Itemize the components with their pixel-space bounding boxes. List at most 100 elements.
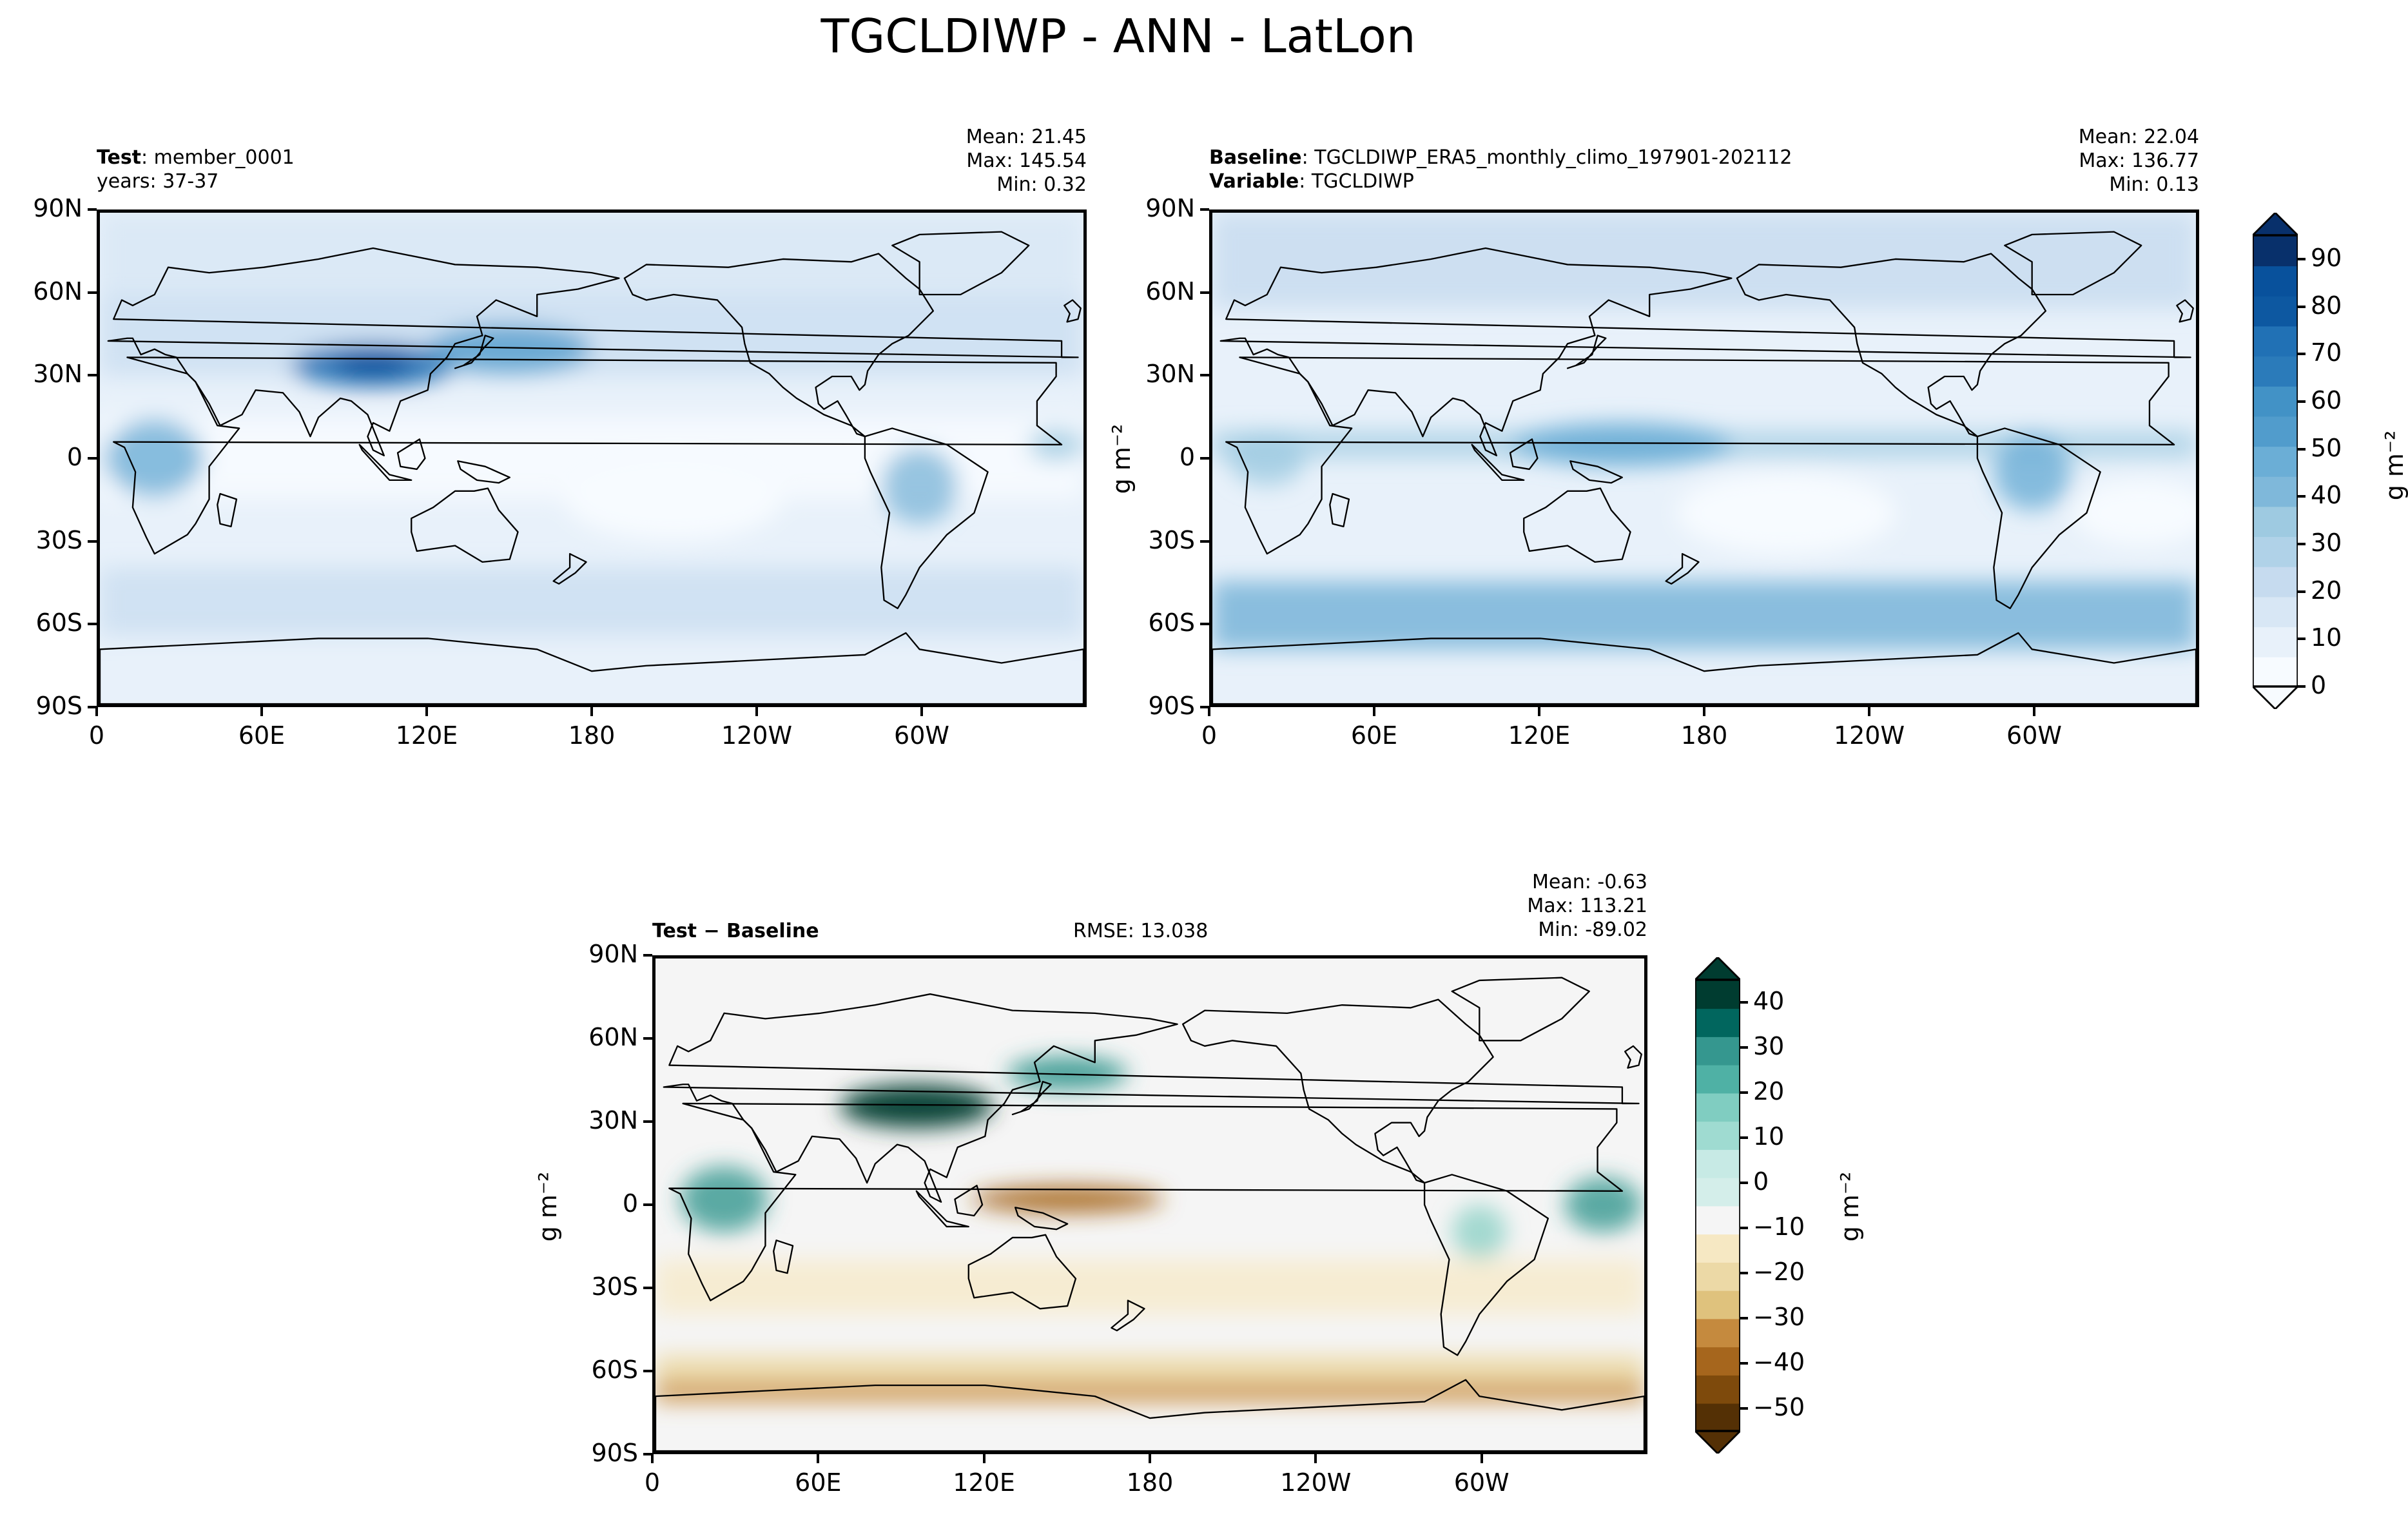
baseline-ytick-mark [1200,457,1209,460]
test-ytick-mark [88,540,97,543]
coastline-12 [1015,1207,1069,1231]
coastline-3 [1451,977,1590,1042]
diverging-colorbar-tick-label: 40 [1753,987,1785,1015]
diverging-colorbar-segment [1695,1261,1740,1291]
coastline-8 [954,1185,984,1217]
baseline-label-rest: : TGCLDIWP_ERA5_monthly_climo_197901-202… [1301,146,1792,169]
baseline-max: Max: 136.77 [2079,150,2199,172]
test-label: Test: member_0001 [97,146,295,170]
baseline-xtick-label: 180 [1680,721,1728,750]
diff-ytick-label: 0 [622,1189,638,1218]
test-xtick-mark [95,707,98,716]
test-min: Min: 0.32 [996,173,1087,196]
coastline-5 [411,487,519,563]
field-layer [100,213,1083,636]
coastline-9 [1471,443,1525,482]
sequential-colorbar-segment [2253,656,2298,688]
coastline-6 [100,632,1083,704]
diverging-colorbar-tick-label: 20 [1753,1077,1785,1105]
baseline-xtick-mark [1703,707,1705,716]
diff-xtick-label: 60W [1453,1468,1510,1497]
sequential-colorbar-tick-label: 80 [2311,291,2342,320]
diverging-colorbar-segment [1695,1205,1740,1235]
coastline-6 [1212,632,2196,704]
africa-pos [680,1166,768,1232]
baseline-xtick-label: 120W [1833,721,1905,750]
coastline-9 [915,1190,969,1228]
diverging-colorbar-segment [1695,1346,1740,1376]
diverging-colorbar-tick-label: −40 [1753,1348,1805,1376]
diverging-colorbar-tick [1740,1317,1748,1319]
test-stats: Mean: 21.45 Max: 145.54 Min: 0.32 [966,125,1087,197]
sequential-colorbar-tick [2298,257,2306,260]
sequential-colorbar-segment [2253,265,2298,297]
diverging-colorbar-tick [1740,1136,1748,1139]
coastline-5 [1523,487,1631,563]
sequential-colorbar-segment [2253,295,2298,327]
test-ytick-label: 90S [35,692,83,720]
baseline-xtick-mark [1373,707,1375,716]
diverging-colorbar-tick [1740,1046,1748,1049]
sequential-colorbar-tick-label: 30 [2311,528,2342,557]
test-xtick-label: 120W [721,721,793,750]
coastline-1 [1219,247,2191,456]
coastline-1 [107,247,1079,456]
test-label-bold: Test [97,146,142,169]
diff-stats: Mean: -0.63 Max: 113.21 Min: -89.02 [1527,870,1647,942]
sequential-colorbar-segment [2253,476,2298,507]
baseline-ytick-label: 60S [1148,608,1195,637]
sequential-colorbar-tick [2298,447,2306,451]
sequential-colorbar-segment [2253,596,2298,628]
diff-ytick-mark [643,954,652,957]
coastline-10 [1566,335,1607,369]
diverging-colorbar-tick-label: −10 [1753,1212,1805,1241]
sequential-colorbar-tick [2298,685,2306,688]
se-atlantic-min [2073,480,2196,546]
coastline-11 [2176,299,2194,323]
baseline-ytick-label: 30N [1145,360,1195,389]
sequential-colorbar-segment [2253,355,2298,387]
baseline-xtick-label: 120E [1508,721,1571,750]
baseline-ytick-label: 0 [1179,443,1195,471]
diverging-colorbar-tick [1740,1227,1748,1229]
diff-xtick-mark [651,1454,654,1463]
diff-ytick-mark [643,1370,652,1372]
coastline-2 [623,253,935,438]
amazon-convection [881,447,958,524]
coastline-6 [655,1379,1644,1451]
africa [1228,431,1306,486]
coastline-0 [1225,356,2175,555]
diff-xtick-label: 120E [953,1468,1015,1497]
nw-pacific-pos [1007,1056,1128,1090]
baseline-ytick-mark [1200,706,1209,708]
sequential-colorbar-segment [2253,416,2298,447]
baseline-ytick-label: 30S [1148,525,1195,554]
test-max: Max: 145.54 [966,150,1087,172]
diff-label: Test − Baseline [652,919,819,943]
test-xtick-mark [260,707,263,716]
diff-xtick-mark [982,1454,986,1463]
sequential-colorbar-tick [2298,590,2306,593]
diff-xtick-label: 60E [795,1468,842,1497]
field-layer [655,1056,1644,1402]
baseline-ytick-mark [1200,291,1209,294]
coastline-4 [1976,427,2101,609]
sequential-colorbar-tick-label: 40 [2311,481,2342,510]
diff-ytick-label: 90S [591,1439,638,1467]
sequential-colorbar-segment [2253,536,2298,567]
baseline-ytick-mark [1200,540,1209,543]
sequential-colorbar-segment [2253,445,2298,477]
diverging-colorbar [1695,957,1740,1454]
coastline-7 [1329,492,1350,527]
test-ytick-mark [88,623,97,626]
diff-xtick-mark [1480,1454,1483,1463]
diff-ytick-label: 60S [591,1356,638,1384]
subtropic-south [655,1259,1644,1314]
diff-min: Min: -89.02 [1538,919,1647,941]
test-map-plot [97,209,1087,707]
atlantic-pos [1564,1177,1642,1232]
test-ytick-mark [88,291,97,294]
diff-ytick-mark [643,1203,652,1206]
baseline-xtick-mark [1208,707,1210,716]
diverging-colorbar-tick-label: 30 [1753,1032,1785,1060]
